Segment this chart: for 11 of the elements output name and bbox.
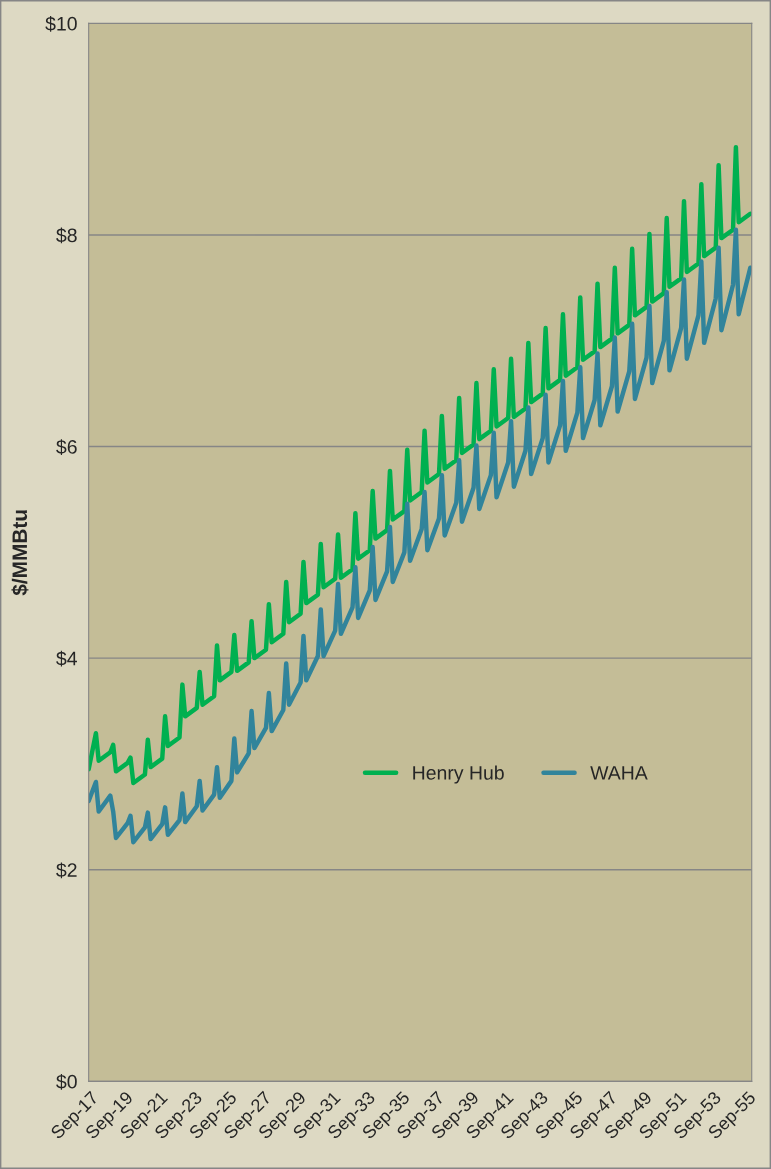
y-tick-label: $2 <box>56 862 77 879</box>
y-tick-label: $8 <box>56 227 77 244</box>
line-series <box>88 227 752 845</box>
y-axis-title: $/MMBtu <box>11 510 29 596</box>
y-tick-label: $4 <box>56 650 77 667</box>
legend-label: WAHA <box>590 766 648 780</box>
y-tick-label: $6 <box>56 439 77 455</box>
y-tick-label: $0 <box>56 1073 77 1090</box>
y-tick-label: $10 <box>45 16 77 32</box>
legend-label: Henry Hub <box>413 765 504 784</box>
line-series <box>88 144 752 786</box>
